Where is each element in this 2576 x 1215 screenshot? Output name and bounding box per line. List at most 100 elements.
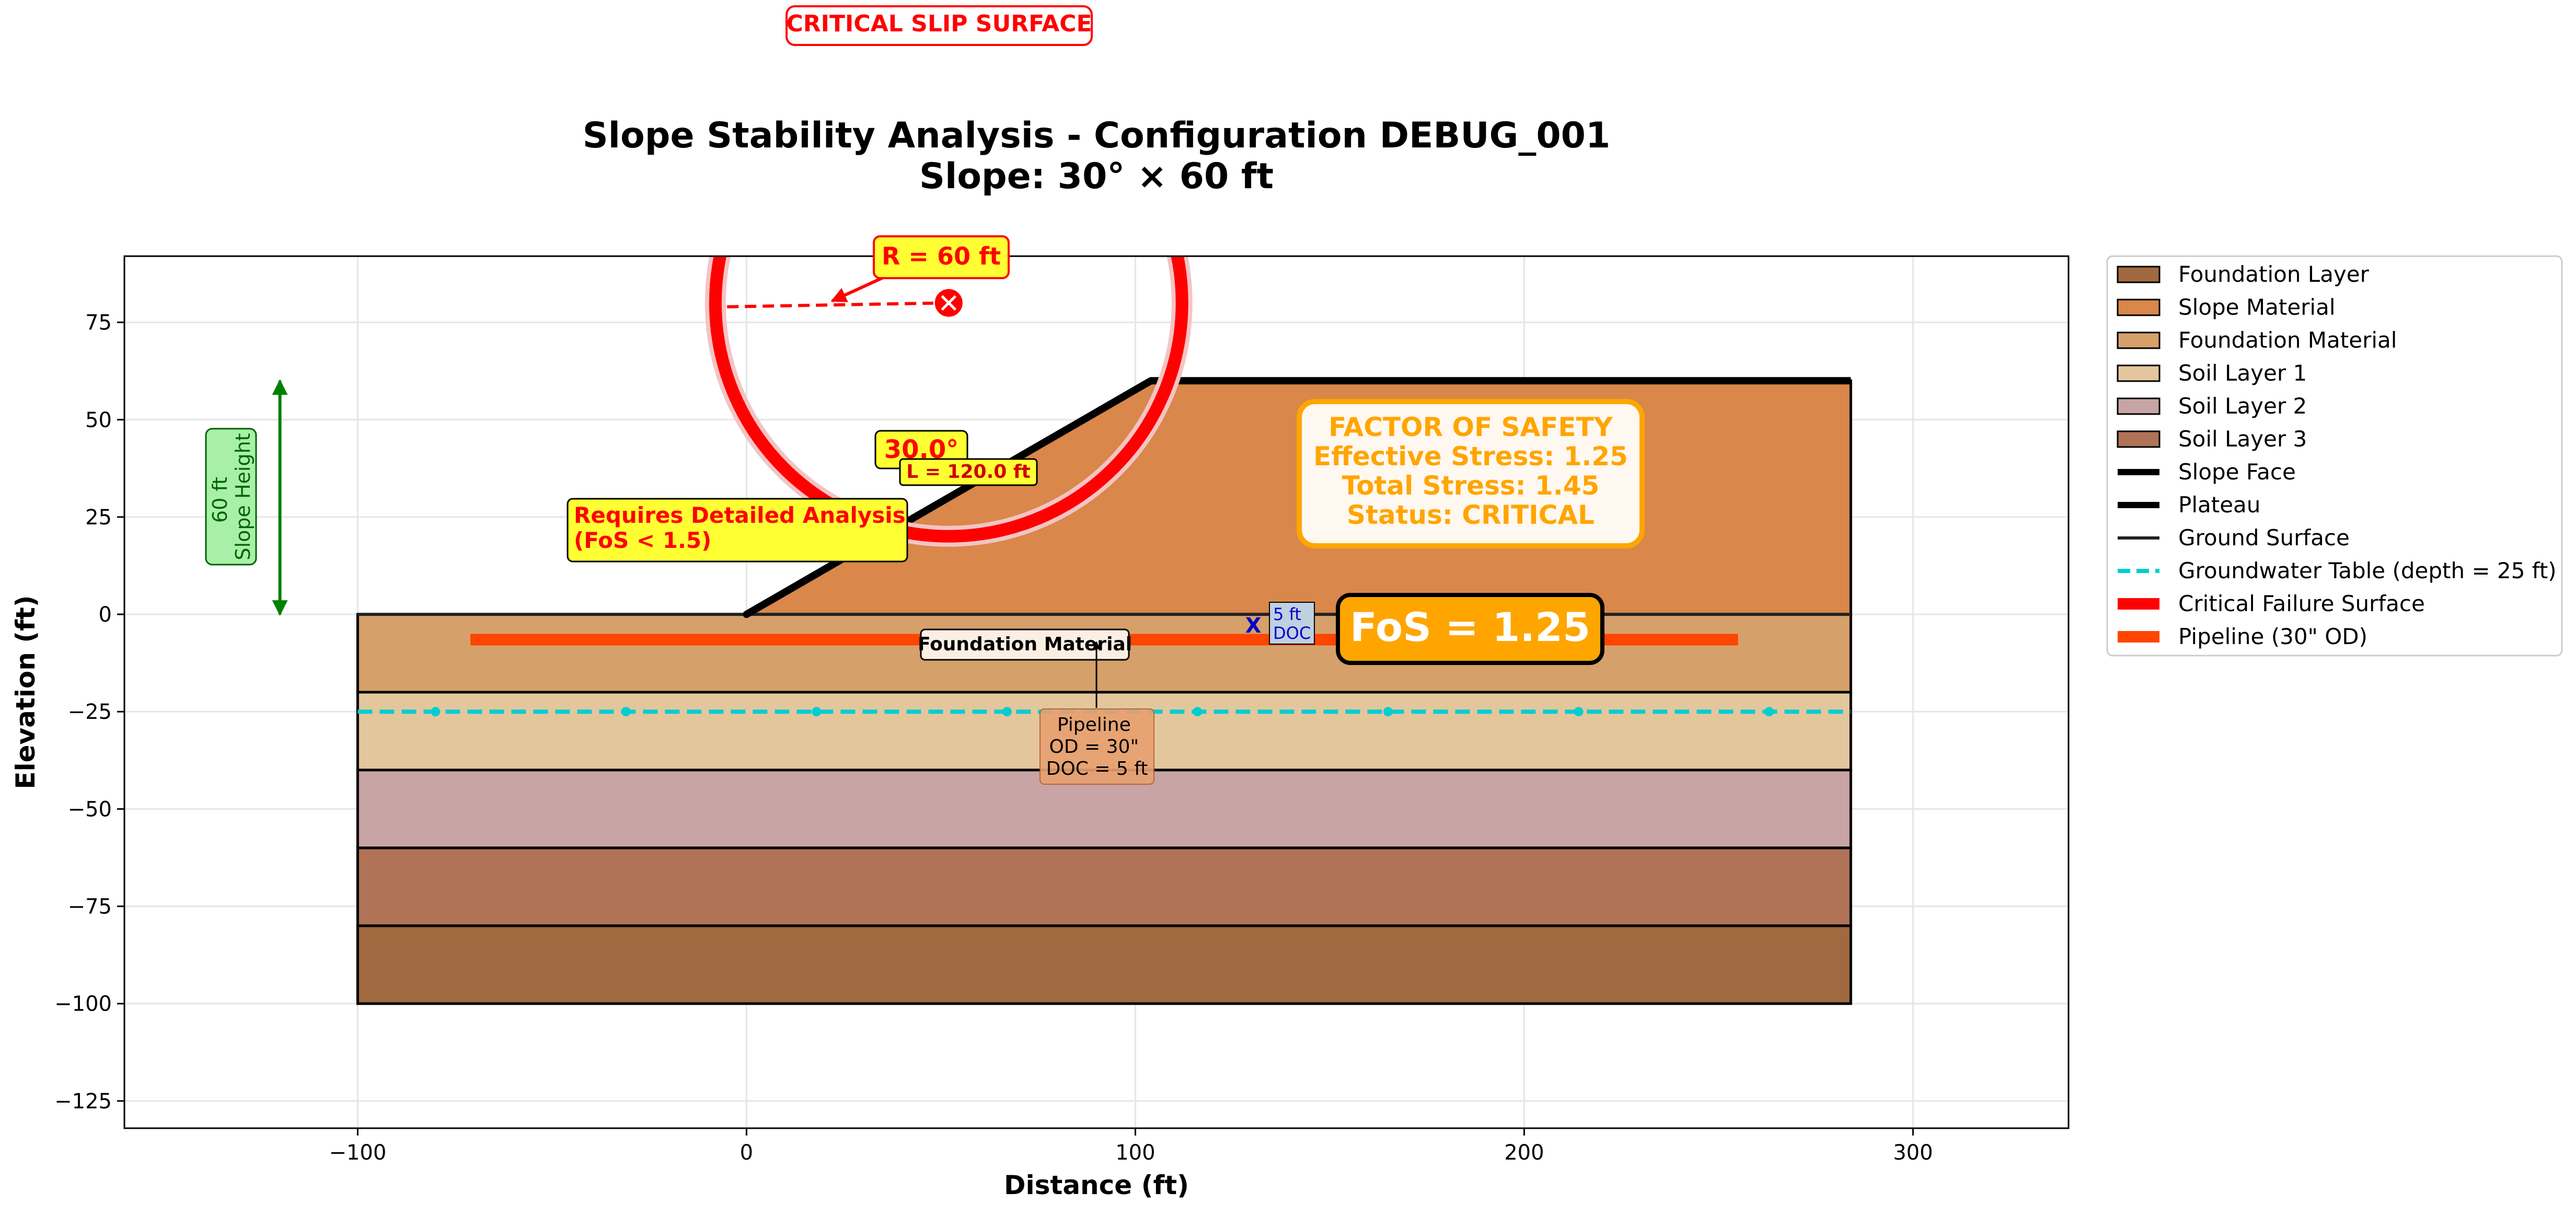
legend-label: Foundation Layer <box>2178 261 2370 287</box>
legend-item: Slope Material <box>2117 294 2336 320</box>
legend-label: Soil Layer 2 <box>2178 393 2307 419</box>
legend-label: Soil Layer 1 <box>2178 360 2307 386</box>
layer-foundation-layer <box>356 924 1852 1005</box>
plot-frame <box>123 255 2070 1129</box>
foundation-material-label-text: Foundation Material <box>918 634 1132 655</box>
legend-item: Groundwater Table (depth = 25 ft) <box>2118 558 2557 583</box>
y-tick-label: −50 <box>68 797 112 821</box>
factor-of-safety-panel: FACTOR OF SAFETY Effective Stress: 1.25 … <box>1297 399 1645 548</box>
x-tick-label: 200 <box>1504 1141 1544 1165</box>
legend-item: Foundation Layer <box>2117 261 2370 287</box>
radius-line <box>727 301 949 308</box>
fos-panel-title: FACTOR OF SAFETY <box>1329 412 1613 442</box>
x-tick-label: 300 <box>1893 1141 1933 1165</box>
legend-swatch <box>2117 266 2161 283</box>
y-tick-label: −100 <box>54 992 112 1016</box>
slope-height-value: 60 ft <box>209 477 232 523</box>
legend-label: Foundation Material <box>2178 327 2397 353</box>
groundwater-marker <box>1002 707 1012 717</box>
y-tick-label: 25 <box>85 506 112 530</box>
groundwater-marker <box>1383 707 1393 717</box>
fos-status: Status: CRITICAL <box>1347 500 1595 530</box>
y-tick-label: −25 <box>68 700 112 724</box>
y-tick-label: −75 <box>68 895 112 919</box>
legend-item: Soil Layer 3 <box>2117 426 2307 452</box>
fos-badge-text: FoS = 1.25 <box>1350 604 1590 650</box>
legend-item: Plateau <box>2118 492 2260 518</box>
x-tick-label: −100 <box>329 1141 386 1165</box>
legend-label: Slope Face <box>2178 459 2296 485</box>
slope-length-text: L = 120.0 ft <box>906 461 1030 483</box>
radius-leader-arrow <box>830 276 885 303</box>
detailed-analysis-line1: Requires Detailed Analysis <box>574 502 906 528</box>
groundwater-marker <box>621 707 631 717</box>
legend-items: Foundation Layer Slope Material Foundation… <box>2117 261 2557 649</box>
legend-label: Pipeline (30" OD) <box>2178 624 2367 649</box>
detailed-analysis-line2: (FoS < 1.5) <box>574 528 711 553</box>
legend-label: Plateau <box>2178 492 2260 518</box>
pipeline-callout-doc: DOC = 5 ft <box>1046 758 1148 780</box>
legend-swatch <box>2117 364 2161 382</box>
y-tick-label: 0 <box>99 603 112 627</box>
fos-total-stress: Total Stress: 1.45 <box>1342 471 1600 501</box>
groundwater-marker <box>431 707 441 717</box>
x-tick-label: 0 <box>740 1141 753 1165</box>
legend-swatch <box>2117 299 2161 316</box>
groundwater-marker <box>1193 707 1203 717</box>
legend-label: Slope Material <box>2178 294 2336 320</box>
fos-badge: FoS = 1.25 <box>1336 593 1604 665</box>
slope-face-line <box>743 377 1155 618</box>
legend: Foundation Layer Slope Material Foundation… <box>2106 255 2563 657</box>
layer-soil-layer-3 <box>356 846 1852 927</box>
detailed-analysis-label: Requires Detailed Analysis (FoS < 1.5) <box>567 498 908 563</box>
pipeline-callout: Pipeline OD = 30" DOC = 5 ft <box>1039 641 1154 785</box>
chart-title: Slope Stability Analysis - Configuration… <box>583 115 1611 156</box>
axis-ticks: −100 0 100 200 300 75 50 25 0 −25 −50 −75 −100 −125 <box>54 311 1933 1165</box>
legend-item: Critical Failure Surface <box>2118 591 2425 616</box>
doc-label-depth: 5 ft <box>1273 604 1301 624</box>
legend-item: Soil Layer 1 <box>2117 360 2307 386</box>
groundwater-marker <box>1574 707 1584 717</box>
slope-length-label: L = 120.0 ft <box>899 458 1038 486</box>
y-tick-label: 75 <box>85 311 112 335</box>
legend-label: Critical Failure Surface <box>2178 591 2425 616</box>
legend-item: Pipeline (30" OD) <box>2118 624 2367 649</box>
legend-item: Ground Surface <box>2118 525 2350 551</box>
legend-swatch <box>2117 397 2161 415</box>
legend-item: Soil Layer 2 <box>2117 393 2307 419</box>
y-tick-label: 50 <box>85 408 112 432</box>
annotations: 60 ft Slope Height R = 60 ft 30.0° L = 1… <box>205 235 1645 785</box>
pipeline-callout-title: Pipeline <box>1057 714 1131 736</box>
legend-label: Groundwater Table (depth = 25 ft) <box>2178 558 2557 583</box>
center-cross-b <box>941 295 957 311</box>
radius-label: R = 60 ft <box>873 235 1010 279</box>
critical-slip-badge: CRITICAL SLIP SURFACE <box>785 5 1093 46</box>
legend-label: Ground Surface <box>2178 525 2350 551</box>
slope-height-label: 60 ft Slope Height <box>205 428 257 566</box>
groundwater-marker <box>1764 707 1774 717</box>
slope-height-caption: Slope Height <box>232 433 255 560</box>
legend-swatch <box>2117 331 2161 349</box>
pipeline-callout-od: OD = 30" <box>1049 736 1139 758</box>
y-tick-label: −125 <box>54 1090 112 1114</box>
legend-item: Slope Face <box>2118 459 2296 485</box>
foundation-material-label: Foundation Material <box>918 628 1132 661</box>
legend-frame <box>2106 255 2563 657</box>
legend-item: Foundation Material <box>2117 327 2397 353</box>
critical-failure-surface <box>709 256 1188 543</box>
x-axis-label: Distance (ft) <box>1004 1170 1189 1200</box>
chart-subtitle: Slope: 30° × 60 ft <box>919 156 1274 197</box>
doc-label-caption: DOC <box>1273 623 1311 643</box>
y-axis-label: Elevation (ft) <box>10 595 41 789</box>
groundwater-marker <box>812 707 822 717</box>
doc-label: 5 ft DOC <box>1269 602 1315 645</box>
x-tick-label: 100 <box>1115 1141 1155 1165</box>
svg-text:Pipeline OD = 30": Pipeline OD = 30" DOC = 5 ft <box>1046 714 1148 780</box>
critical-slip-badge-text: CRITICAL SLIP SURFACE <box>787 10 1092 37</box>
radius-label-text: R = 60 ft <box>882 242 1001 270</box>
legend-label: Soil Layer 3 <box>2178 426 2307 452</box>
doc-marker: X <box>1245 614 1262 638</box>
legend-swatch <box>2117 430 2161 448</box>
svg-text:60 ft Slope Height: 60 ft Slope Height <box>209 433 255 560</box>
